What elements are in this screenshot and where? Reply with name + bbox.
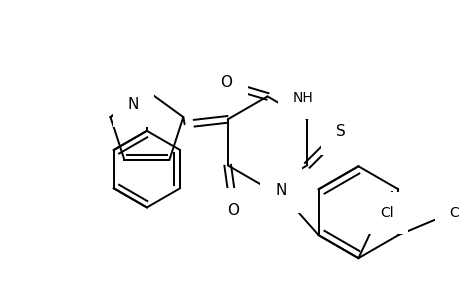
Text: Cl: Cl: [448, 206, 459, 220]
Text: S: S: [335, 124, 345, 139]
Text: N: N: [274, 183, 286, 198]
Text: N: N: [128, 97, 139, 112]
Text: Cl: Cl: [380, 206, 393, 220]
Text: O: O: [220, 76, 232, 91]
Text: NH: NH: [291, 91, 312, 105]
Text: O: O: [227, 203, 239, 218]
